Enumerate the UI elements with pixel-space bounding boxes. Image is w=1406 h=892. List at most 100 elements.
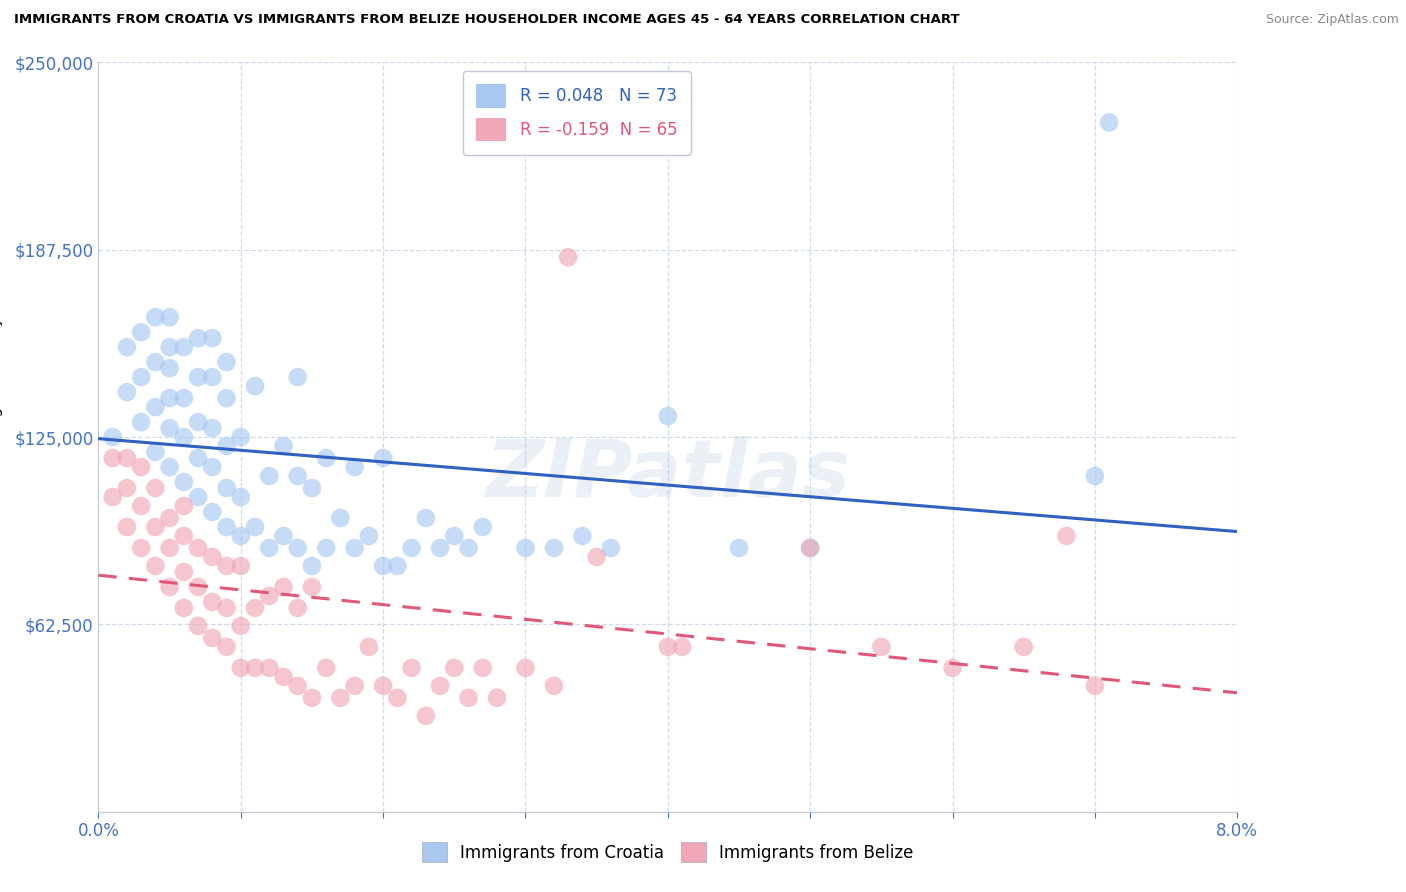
Point	[229, 529, 252, 543]
Point	[159, 310, 181, 325]
Point	[315, 541, 337, 555]
Point	[229, 619, 252, 633]
Point	[799, 541, 821, 555]
Point	[187, 541, 209, 555]
Point	[129, 541, 152, 555]
Point	[201, 595, 224, 609]
Point	[343, 541, 366, 555]
Point	[329, 690, 352, 705]
Point	[115, 481, 138, 495]
Point	[145, 520, 167, 534]
Point	[515, 661, 537, 675]
Point	[543, 679, 565, 693]
Point	[145, 445, 167, 459]
Point	[187, 331, 209, 345]
Point	[173, 475, 195, 489]
Point	[429, 679, 451, 693]
Point	[159, 340, 181, 354]
Point	[315, 451, 337, 466]
Point	[259, 469, 281, 483]
Text: ZIPatlas: ZIPatlas	[485, 435, 851, 514]
Point	[870, 640, 893, 654]
Point	[259, 589, 281, 603]
Point	[571, 529, 593, 543]
Point	[301, 481, 323, 495]
Text: Source: ZipAtlas.com: Source: ZipAtlas.com	[1265, 13, 1399, 27]
Text: IMMIGRANTS FROM CROATIA VS IMMIGRANTS FROM BELIZE HOUSEHOLDER INCOME AGES 45 - 6: IMMIGRANTS FROM CROATIA VS IMMIGRANTS FR…	[14, 13, 960, 27]
Point	[145, 310, 167, 325]
Point	[343, 460, 366, 475]
Point	[215, 391, 238, 405]
Point	[1056, 529, 1078, 543]
Point	[942, 661, 965, 675]
Point	[215, 520, 238, 534]
Point	[287, 601, 309, 615]
Point	[229, 558, 252, 573]
Point	[457, 690, 479, 705]
Point	[215, 601, 238, 615]
Point	[201, 505, 224, 519]
Point	[145, 355, 167, 369]
Point	[371, 679, 394, 693]
Point	[259, 661, 281, 675]
Point	[557, 250, 579, 264]
Point	[215, 439, 238, 453]
Legend: Immigrants from Croatia, Immigrants from Belize: Immigrants from Croatia, Immigrants from…	[413, 834, 922, 871]
Point	[187, 451, 209, 466]
Point	[159, 361, 181, 376]
Point	[415, 511, 437, 525]
Point	[173, 565, 195, 579]
Point	[101, 451, 124, 466]
Point	[129, 415, 152, 429]
Point	[287, 469, 309, 483]
Y-axis label: Householder Income Ages 45 - 64 years: Householder Income Ages 45 - 64 years	[0, 284, 3, 591]
Point	[287, 541, 309, 555]
Point	[401, 661, 423, 675]
Point	[401, 541, 423, 555]
Point	[415, 708, 437, 723]
Point	[728, 541, 751, 555]
Point	[159, 421, 181, 435]
Point	[371, 558, 394, 573]
Point	[443, 661, 465, 675]
Point	[259, 541, 281, 555]
Point	[486, 690, 509, 705]
Point	[457, 541, 479, 555]
Point	[187, 415, 209, 429]
Point	[543, 541, 565, 555]
Point	[471, 520, 494, 534]
Point	[1084, 679, 1107, 693]
Point	[115, 340, 138, 354]
Point	[187, 490, 209, 504]
Point	[159, 460, 181, 475]
Point	[273, 580, 295, 594]
Point	[429, 541, 451, 555]
Point	[215, 355, 238, 369]
Point	[159, 511, 181, 525]
Point	[173, 529, 195, 543]
Point	[115, 385, 138, 400]
Point	[159, 541, 181, 555]
Point	[145, 481, 167, 495]
Point	[273, 670, 295, 684]
Point	[600, 541, 623, 555]
Point	[357, 529, 380, 543]
Point	[229, 661, 252, 675]
Point	[129, 370, 152, 384]
Point	[187, 619, 209, 633]
Point	[371, 451, 394, 466]
Point	[301, 558, 323, 573]
Point	[101, 430, 124, 444]
Point	[129, 499, 152, 513]
Point	[173, 391, 195, 405]
Point	[343, 679, 366, 693]
Point	[201, 460, 224, 475]
Point	[585, 549, 607, 564]
Point	[243, 379, 266, 393]
Point	[329, 511, 352, 525]
Point	[1098, 115, 1121, 129]
Point	[315, 661, 337, 675]
Point	[173, 499, 195, 513]
Point	[657, 409, 679, 423]
Point	[215, 640, 238, 654]
